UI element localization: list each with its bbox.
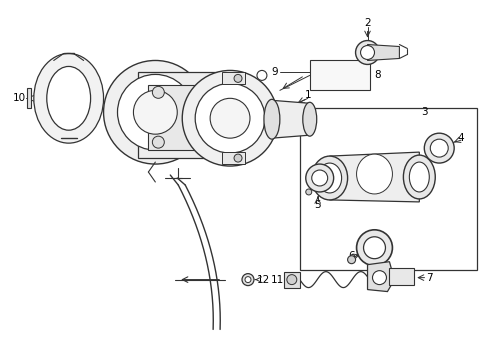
Circle shape xyxy=(306,189,312,195)
Circle shape xyxy=(357,230,392,266)
Polygon shape xyxy=(390,268,415,285)
Circle shape xyxy=(424,133,454,163)
Ellipse shape xyxy=(34,54,103,143)
Circle shape xyxy=(312,170,328,186)
Ellipse shape xyxy=(303,102,317,136)
Polygon shape xyxy=(368,45,399,60)
Ellipse shape xyxy=(312,156,347,200)
Ellipse shape xyxy=(403,155,435,199)
Circle shape xyxy=(364,237,386,259)
Text: 12: 12 xyxy=(257,275,270,285)
Ellipse shape xyxy=(264,99,280,139)
Text: 7: 7 xyxy=(426,273,433,283)
Polygon shape xyxy=(368,262,394,292)
Circle shape xyxy=(234,75,242,82)
Polygon shape xyxy=(222,72,245,84)
Circle shape xyxy=(430,139,448,157)
Text: 9: 9 xyxy=(271,67,278,77)
Polygon shape xyxy=(272,100,310,138)
Text: 6: 6 xyxy=(348,251,355,261)
Circle shape xyxy=(245,276,251,283)
Text: 11: 11 xyxy=(271,275,285,285)
Polygon shape xyxy=(138,72,230,158)
Circle shape xyxy=(182,71,278,166)
Ellipse shape xyxy=(318,163,342,193)
Polygon shape xyxy=(330,152,419,202)
Circle shape xyxy=(257,71,267,80)
Circle shape xyxy=(118,75,193,150)
Circle shape xyxy=(103,60,207,164)
Circle shape xyxy=(234,154,242,162)
Text: 10: 10 xyxy=(12,93,25,103)
Circle shape xyxy=(361,45,374,59)
Ellipse shape xyxy=(357,154,392,194)
Circle shape xyxy=(287,275,297,285)
Ellipse shape xyxy=(47,67,91,130)
Circle shape xyxy=(356,41,379,64)
Text: 5: 5 xyxy=(315,200,321,210)
Circle shape xyxy=(306,164,334,192)
Polygon shape xyxy=(222,152,245,164)
Circle shape xyxy=(152,86,164,98)
Circle shape xyxy=(195,84,265,153)
FancyBboxPatch shape xyxy=(310,60,369,90)
Text: 3: 3 xyxy=(421,107,428,117)
Circle shape xyxy=(242,274,254,285)
Text: 4: 4 xyxy=(458,133,465,143)
Circle shape xyxy=(347,256,356,264)
Circle shape xyxy=(152,136,164,148)
Polygon shape xyxy=(148,85,218,150)
Ellipse shape xyxy=(409,162,429,192)
Text: 2: 2 xyxy=(364,18,371,28)
Circle shape xyxy=(372,271,387,285)
Polygon shape xyxy=(27,88,31,108)
Text: 1: 1 xyxy=(304,90,311,100)
Circle shape xyxy=(133,90,177,134)
Circle shape xyxy=(210,98,250,138)
Text: 8: 8 xyxy=(374,71,381,80)
Polygon shape xyxy=(284,272,300,288)
